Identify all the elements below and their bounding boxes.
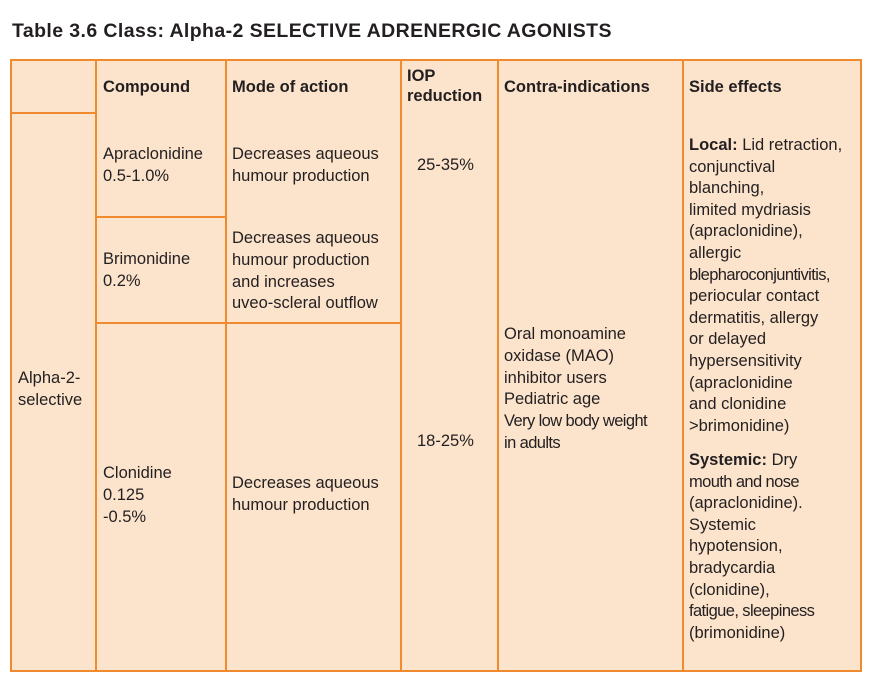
compound-brimonidine: Brimonidine 0.2% [103, 250, 191, 290]
table-background [10, 60, 861, 672]
table-right-border [860, 59, 862, 672]
side-effects-systemic: Systemic: Dry mouth and nose (apraclonid… [689, 451, 815, 642]
table-bottom-border [10, 670, 862, 672]
table-left-border [10, 59, 12, 672]
column-divider-1 [95, 59, 97, 672]
class-label: Alpha-2- selective [18, 369, 83, 409]
systemic-label: Systemic: [689, 451, 767, 469]
column-divider-4 [497, 59, 499, 672]
header-compound: Compound [103, 78, 191, 96]
iop-value-2: 18-25% [417, 432, 474, 450]
local-label: Local: [689, 136, 738, 154]
iop-value-1: 25-35% [417, 156, 474, 174]
mode-clonidine: Decreases aqueous humour production [232, 474, 379, 514]
header-mode-of-action: Mode of action [232, 78, 349, 96]
column-divider-3 [400, 59, 402, 672]
side-effects-local: Local: Lid retraction, conjunctival blan… [689, 136, 843, 435]
row1-divider [96, 216, 226, 218]
header-side-effects: Side effects [689, 78, 782, 96]
compound-clonidine: Clonidine 0.125 -0.5% [103, 464, 172, 526]
column-divider-2 [225, 59, 227, 672]
row2-divider [96, 322, 401, 324]
table-top-border [10, 59, 862, 61]
compound-apraclonidine: Apraclonidine 0.5-1.0% [103, 145, 203, 185]
mode-brimonidine: Decreases aqueous humour production and … [232, 229, 379, 313]
table-title: Table 3.6 Class: Alpha-2 SELECTIVE ADREN… [12, 20, 612, 42]
column-divider-5 [682, 59, 684, 672]
mode-apraclonidine: Decreases aqueous humour production [232, 145, 379, 185]
header-iop-reduction: IOP reduction [407, 67, 483, 105]
contraindications-text: Oral monoamine oxidase (MAO) inhibitor u… [504, 325, 648, 452]
class-header-divider [10, 112, 96, 114]
header-contra-indications: Contra-indications [504, 78, 650, 96]
